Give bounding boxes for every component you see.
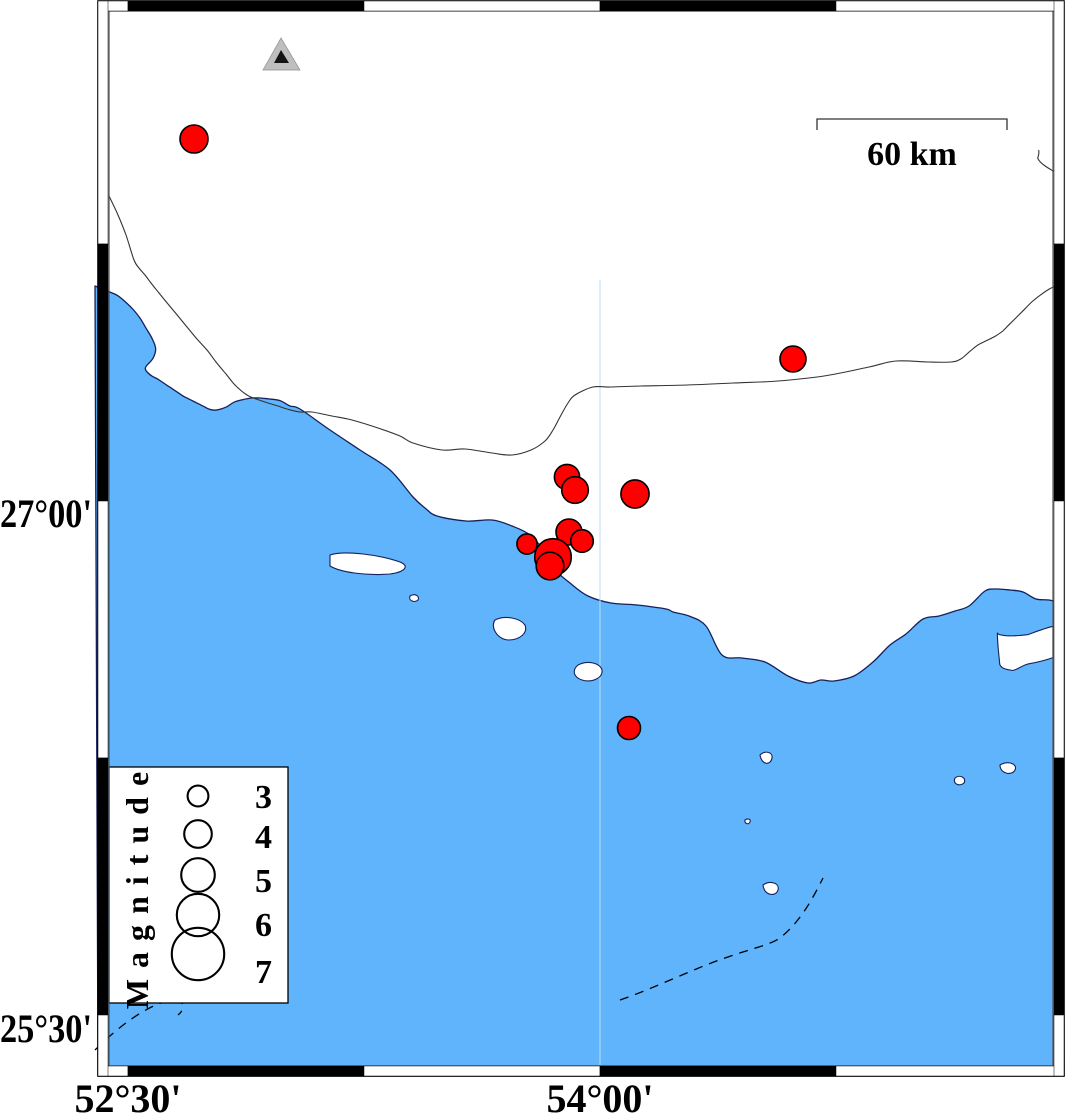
svg-text:54°00': 54°00' <box>546 1076 653 1114</box>
svg-text:27°00': 27°00' <box>0 491 92 536</box>
svg-text:5: 5 <box>255 863 272 900</box>
svg-text:3: 3 <box>255 779 272 816</box>
svg-text:Magnitude: Magnitude <box>119 761 155 1009</box>
svg-text:52°30': 52°30' <box>74 1076 181 1114</box>
svg-text:6: 6 <box>255 907 272 944</box>
svg-text:60 km: 60 km <box>867 136 957 173</box>
svg-text:25°30': 25°30' <box>0 1006 92 1051</box>
svg-text:4: 4 <box>255 819 272 856</box>
svg-text:7: 7 <box>255 954 272 991</box>
